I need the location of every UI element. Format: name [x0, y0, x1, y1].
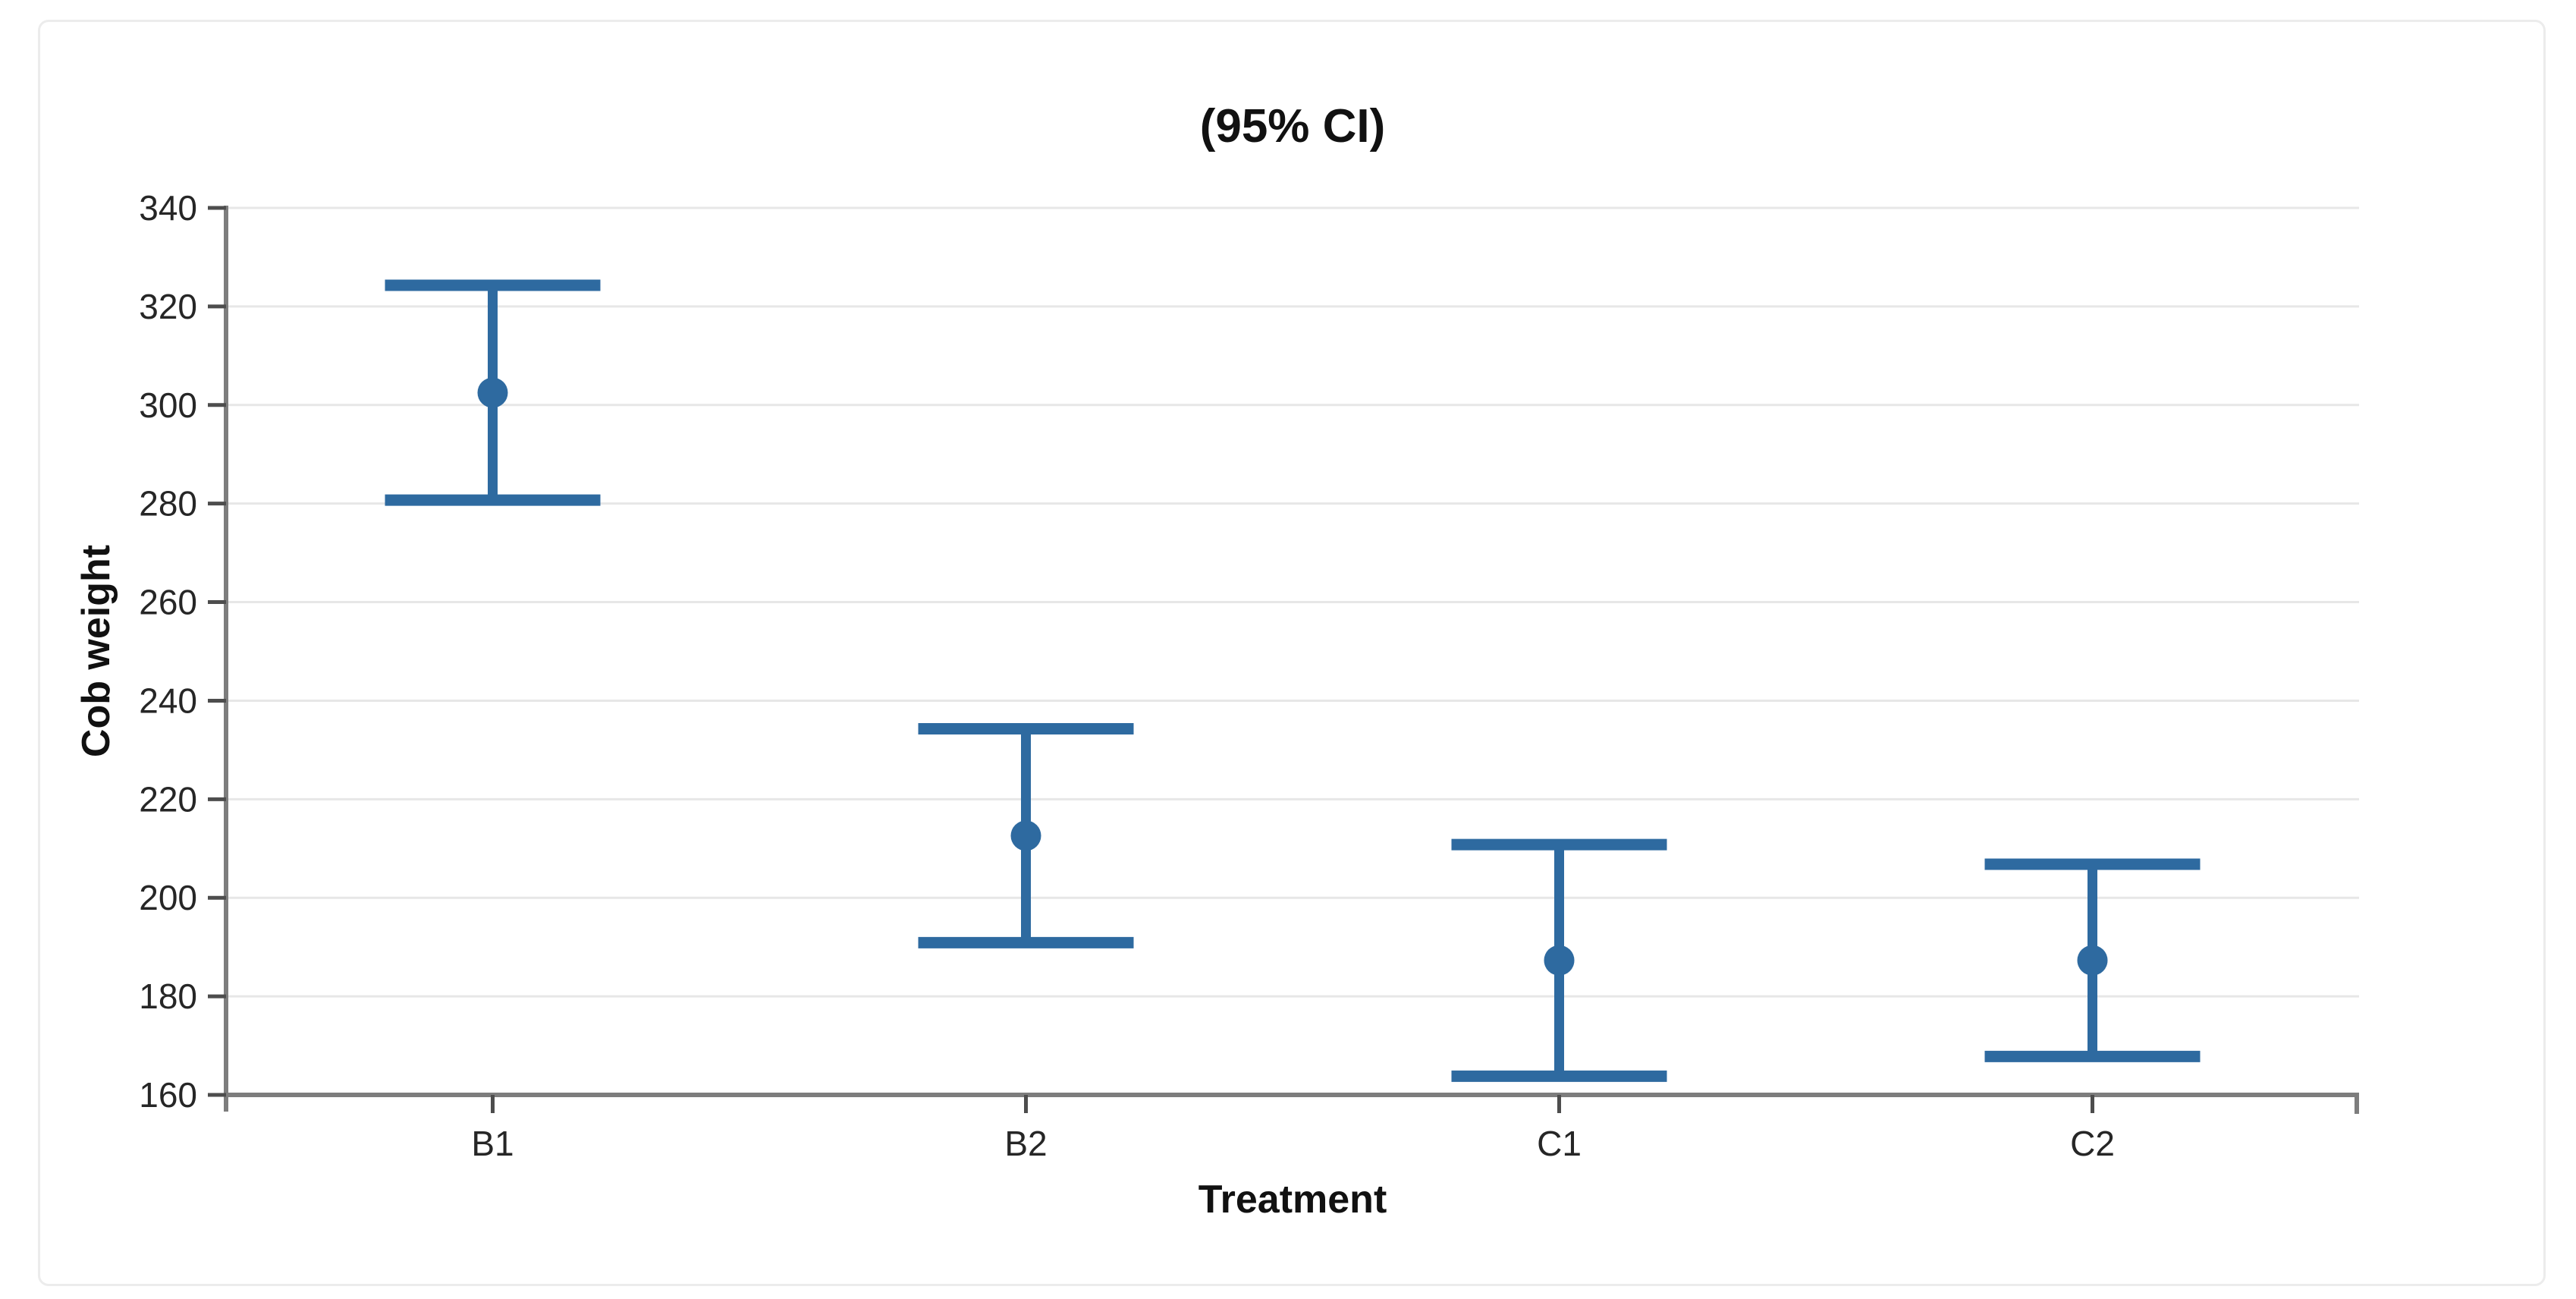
y-tick-label: 280 — [139, 484, 197, 524]
x-tick-label: C1 — [1537, 1124, 1582, 1163]
x-axis-label: Treatment — [1198, 1178, 1387, 1222]
y-tick-label: 160 — [139, 1075, 197, 1115]
y-tick-label: 300 — [139, 385, 197, 425]
y-tick-label: 220 — [139, 779, 197, 819]
y-tick-label: 200 — [139, 878, 197, 917]
chart-title: (95% CI) — [1200, 100, 1386, 153]
x-tick-label: B1 — [471, 1124, 514, 1163]
chart-card — [38, 20, 2546, 1286]
y-axis-label: Cob weight — [74, 545, 118, 757]
y-tick-label: 240 — [139, 681, 197, 720]
mean-marker — [1010, 820, 1041, 851]
y-tick-label: 320 — [139, 287, 197, 326]
mean-marker — [2077, 945, 2108, 976]
mean-marker — [477, 377, 508, 408]
x-tick-label: C2 — [2070, 1124, 2115, 1163]
y-tick-label: 340 — [139, 188, 197, 228]
mean-marker — [1544, 945, 1575, 976]
x-tick-label: B2 — [1004, 1124, 1047, 1163]
y-tick-label: 260 — [139, 583, 197, 622]
y-tick-label: 180 — [139, 977, 197, 1016]
